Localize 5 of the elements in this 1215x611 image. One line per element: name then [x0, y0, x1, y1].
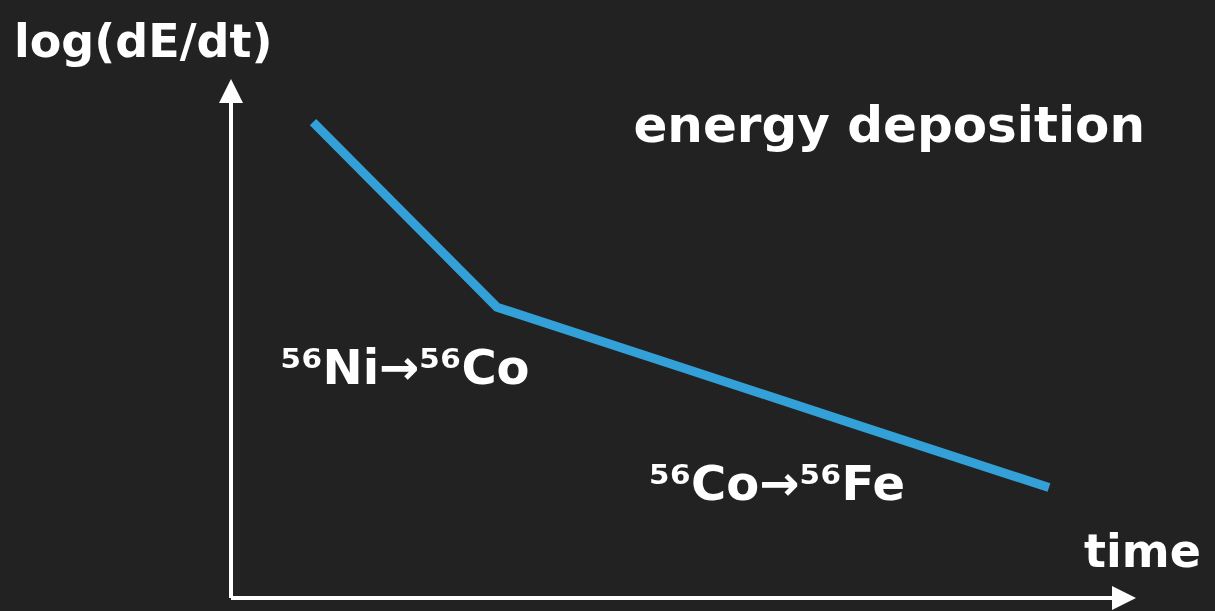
chart-title: energy deposition [633, 96, 1145, 154]
y-axis-title: log(dE/dt) [14, 14, 273, 68]
annotation: ⁵⁶Co→⁵⁶Fe [649, 455, 905, 512]
annotation: ⁵⁶Ni→⁵⁶Co [280, 339, 530, 396]
x-axis-title: time [1084, 524, 1201, 578]
